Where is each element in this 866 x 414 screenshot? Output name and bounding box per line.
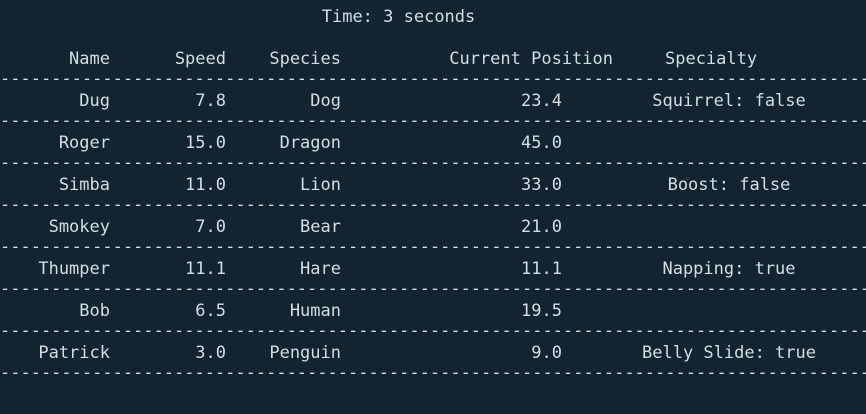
table-header: Name Speed Species Current Position Spec…	[0, 47, 866, 71]
cell-name: Bob	[79, 301, 110, 321]
cell-species: Penguin	[269, 343, 341, 363]
time-title: Time: 3 seconds	[321, 7, 476, 27]
cell-speed: 3.0	[195, 343, 226, 363]
cell-position: 33.0	[521, 175, 562, 195]
cell-specialty: Boost: false	[667, 175, 791, 195]
divider: ----------------------------------------…	[0, 324, 866, 338]
cell-specialty: Squirrel: false	[652, 91, 806, 111]
divider: ----------------------------------------…	[0, 156, 866, 170]
cell-name: Smokey	[48, 217, 110, 237]
cell-speed: 7.8	[195, 91, 226, 111]
cell-speed: 6.5	[195, 301, 226, 321]
cell-specialty: Napping: true	[662, 259, 796, 279]
header-position: Current Position	[449, 49, 613, 69]
table-row: Thumper 11.1 Hare 11.1 Napping: true	[0, 257, 866, 281]
cell-position: 21.0	[521, 217, 562, 237]
cell-name: Thumper	[38, 259, 110, 279]
divider: ----------------------------------------…	[0, 282, 866, 296]
table-row: Dug 7.8 Dog 23.4 Squirrel: false	[0, 89, 866, 113]
table-row: Patrick 3.0 Penguin 9.0 Belly Slide: tru…	[0, 341, 866, 365]
cell-species: Lion	[300, 175, 341, 195]
cell-speed: 15.0	[185, 133, 226, 153]
cell-position: 23.4	[521, 91, 562, 111]
cell-species: Dragon	[279, 133, 341, 153]
divider: ----------------------------------------…	[0, 72, 866, 86]
divider: ----------------------------------------…	[0, 114, 866, 128]
table-row: Roger 15.0 Dragon 45.0	[0, 131, 866, 155]
cell-speed: 11.1	[185, 259, 226, 279]
cell-name: Simba	[58, 175, 110, 195]
cell-name: Dug	[79, 91, 110, 111]
header-speed: Speed	[174, 49, 226, 69]
divider: ----------------------------------------…	[0, 240, 866, 254]
header-name: Name	[69, 49, 110, 69]
table-row: Simba 11.0 Lion 33.0 Boost: false	[0, 173, 866, 197]
cell-name: Roger	[58, 133, 110, 153]
table-row: Smokey 7.0 Bear 21.0	[0, 215, 866, 239]
cell-species: Hare	[300, 259, 341, 279]
cell-position: 11.1	[521, 259, 562, 279]
cell-species: Bear	[300, 217, 341, 237]
cell-position: 45.0	[521, 133, 562, 153]
cell-species: Human	[289, 301, 341, 321]
cell-specialty: Belly Slide: true	[642, 343, 816, 363]
cell-speed: 7.0	[195, 217, 226, 237]
table-row: Bob 6.5 Human 19.5	[0, 299, 866, 323]
divider: ----------------------------------------…	[0, 198, 866, 212]
cell-position: 19.5	[521, 301, 562, 321]
cell-species: Dog	[310, 91, 341, 111]
cell-position: 9.0	[531, 343, 562, 363]
cell-name: Patrick	[38, 343, 110, 363]
header-species: Species	[269, 49, 341, 69]
divider: ----------------------------------------…	[0, 366, 866, 380]
header-specialty: Specialty	[665, 49, 758, 69]
cell-speed: 11.0	[185, 175, 226, 195]
